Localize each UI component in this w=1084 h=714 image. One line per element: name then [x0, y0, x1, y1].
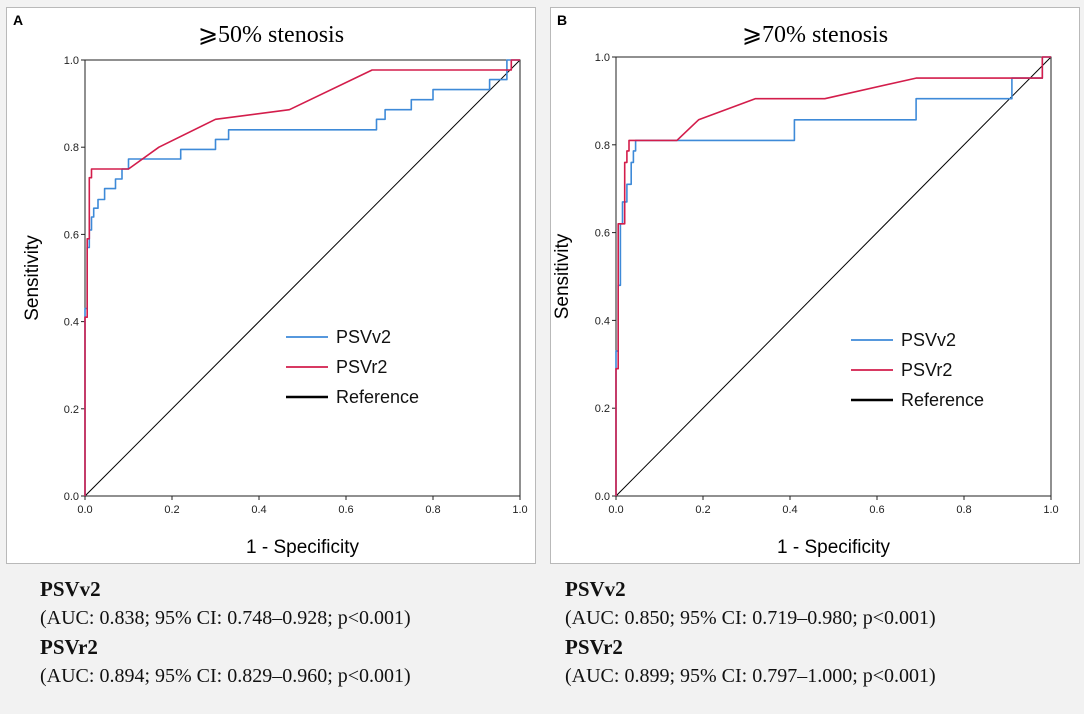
y-tick-label: 0.8	[595, 140, 610, 152]
x-tick-label: 0.2	[695, 504, 710, 516]
legend-label-psvr2: PSVr2	[901, 360, 952, 380]
stat-text: (AUC: 0.850; 95% CI: 0.719–0.980; p<0.00…	[565, 607, 936, 629]
y-tick-label: 0.6	[64, 229, 79, 241]
legend-label-psvr2: PSVr2	[336, 357, 387, 377]
series-line-reference	[615, 56, 1052, 497]
chart-title: ⩾70% stenosis	[741, 22, 889, 48]
y-tick-label: 1.0	[595, 52, 610, 64]
stats-panel-b: PSVv2 (AUC: 0.850; 95% CI: 0.719–0.980; …	[565, 575, 1084, 691]
y-tick-label: 0.0	[595, 491, 610, 503]
x-tick-label: 0.4	[782, 504, 797, 516]
panel-letter: A	[13, 12, 24, 28]
series-line-reference	[84, 59, 521, 497]
plot-frame	[615, 56, 1052, 497]
series-line-psvr2	[615, 56, 1051, 496]
panel-b: B ⩾70% stenosis	[550, 7, 1080, 564]
x-tick-label: 0.8	[956, 504, 971, 516]
x-tick-label: 0.0	[608, 504, 623, 516]
series-line-psvr2	[84, 59, 520, 496]
y-tick-label: 0.4	[64, 317, 79, 329]
x-tick-label: 0.8	[425, 504, 440, 516]
legend-label-reference: Reference	[336, 387, 419, 407]
y-tick-label: 0.0	[64, 491, 79, 503]
legend-label-psvv2: PSVv2	[901, 330, 956, 350]
x-tick-label: 0.6	[869, 504, 884, 516]
stat-name: PSVr2	[40, 635, 98, 659]
y-tick-label: 0.8	[64, 142, 79, 154]
x-tick-label: 1.0	[1043, 504, 1058, 516]
stat-name: PSVv2	[40, 577, 101, 601]
series-line-psvv2	[84, 59, 520, 496]
chart-title: ⩾50% stenosis	[197, 22, 345, 48]
panel-letter: B	[557, 12, 568, 28]
stat-text: (AUC: 0.894; 95% CI: 0.829–0.960; p<0.00…	[40, 665, 411, 687]
legend-label-psvv2: PSVv2	[336, 327, 391, 347]
stats-panel-a: PSVv2 (AUC: 0.838; 95% CI: 0.748–0.928; …	[40, 575, 560, 691]
x-tick-label: 0.6	[338, 504, 353, 516]
y-axis-label: Sensitivity	[22, 235, 43, 321]
x-axis-label: 1 - Specificity	[246, 537, 359, 558]
stat-name: PSVr2	[565, 635, 623, 659]
y-tick-label: 1.0	[64, 55, 79, 67]
x-tick-label: 0.0	[77, 504, 92, 516]
series-line-psvv2	[615, 56, 1051, 496]
x-tick-label: 1.0	[512, 504, 527, 516]
y-tick-label: 0.2	[64, 404, 79, 416]
x-tick-label: 0.2	[164, 504, 179, 516]
legend-label-reference: Reference	[901, 390, 984, 410]
y-tick-label: 0.4	[595, 315, 610, 327]
plot-frame	[84, 59, 521, 497]
x-tick-label: 0.4	[251, 504, 266, 516]
panel-a: A ⩾50% stenosis	[6, 7, 536, 564]
y-axis-label: Sensitivity	[552, 233, 573, 319]
y-tick-label: 0.2	[595, 403, 610, 415]
stat-text: (AUC: 0.899; 95% CI: 0.797–1.000; p<0.00…	[565, 665, 936, 687]
stat-text: (AUC: 0.838; 95% CI: 0.748–0.928; p<0.00…	[40, 607, 411, 629]
x-axis-label: 1 - Specificity	[777, 537, 890, 558]
y-tick-label: 0.6	[595, 228, 610, 240]
stat-name: PSVv2	[565, 577, 626, 601]
